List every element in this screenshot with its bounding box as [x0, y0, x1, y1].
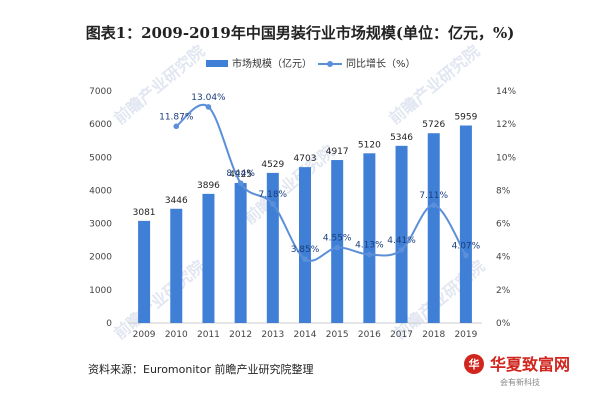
bar	[138, 220, 151, 323]
growth-value-label: 7.18%	[259, 190, 288, 200]
bar-value-label: 5346	[390, 133, 413, 143]
y-left-tick-label: 5000	[89, 153, 112, 163]
y-right-tick-label: 10%	[496, 153, 516, 163]
bar-value-label: 5726	[422, 120, 445, 130]
x-tick-label: 2009	[133, 330, 156, 340]
growth-point	[398, 247, 405, 253]
y-left-tick-label: 7000	[89, 87, 112, 97]
growth-value-label: 4.07%	[452, 242, 481, 252]
growth-value-label: 11.87%	[159, 112, 194, 122]
legend-line-label: 同比增长（%）	[346, 57, 416, 70]
y-right-tick-label: 2%	[496, 286, 511, 296]
bar	[331, 160, 344, 323]
bar	[170, 208, 183, 323]
legend-bar-swatch	[206, 60, 228, 67]
y-right-tick-label: 6%	[496, 220, 511, 230]
x-tick-label: 2014	[294, 330, 317, 340]
bar	[266, 172, 279, 323]
bar-value-label: 3896	[197, 181, 220, 191]
growth-point	[463, 252, 469, 259]
x-tick-label: 2015	[326, 330, 349, 340]
x-tick-label: 2019	[454, 330, 477, 340]
brand-mark-icon: 华	[469, 357, 480, 371]
y-left-tick-label: 4000	[89, 186, 112, 196]
x-tick-label: 2017	[390, 330, 413, 340]
growth-point	[366, 251, 373, 258]
legend: 市场规模（亿元） 同比增长（%）	[206, 57, 416, 70]
bar	[363, 153, 376, 323]
bar	[234, 182, 247, 323]
legend-bar-label: 市场规模（亿元）	[232, 57, 312, 70]
growth-value-label: 4.41%	[387, 236, 416, 246]
growth-point	[270, 201, 276, 207]
growth-point	[302, 256, 308, 263]
y-left-tick-label: 2000	[89, 253, 112, 263]
y-left-tick-label: 0	[106, 319, 112, 329]
growth-value-label: 13.04%	[191, 93, 226, 103]
bar	[427, 133, 440, 323]
y-left-tick-label: 1000	[89, 286, 112, 296]
chart-title: 图表1：2009-2019年中国男装行业市场规模(单位：亿元，%)	[86, 24, 515, 42]
growth-point	[334, 244, 340, 251]
y-right-tick-label: 8%	[496, 186, 511, 196]
bar-value-label: 4225	[229, 170, 252, 180]
brand-sub: 会有新科技	[500, 377, 540, 387]
growth-point	[430, 202, 437, 208]
bar-value-label: 3081	[133, 208, 156, 218]
y-left-tick-label: 3000	[89, 220, 112, 230]
growth-value-label: 3.85%	[291, 245, 320, 255]
legend-line-marker	[327, 61, 333, 67]
bar-value-label: 4917	[326, 147, 349, 157]
brand-logo: 华 华夏致富网 会有新科技	[464, 354, 570, 387]
bar	[395, 145, 408, 323]
bar-value-label: 4703	[294, 154, 317, 164]
x-tick-label: 2013	[261, 330, 284, 340]
y-right-tick-label: 4%	[496, 253, 511, 263]
bar-value-label: 3446	[165, 196, 188, 206]
plot-area: 0 1000 2000 3000 4000 5000 6000 7000 0% 2% 4% 6% 8% 1…	[89, 87, 516, 340]
growth-value-label: 7.11%	[419, 191, 448, 201]
growth-value-label: 8.44%	[226, 169, 255, 179]
brand-name: 华夏致富网	[490, 355, 570, 374]
growth-value-label: 4.55%	[323, 234, 352, 244]
x-tick-label: 2011	[197, 330, 220, 340]
bar	[202, 193, 215, 323]
bar-value-label: 5959	[454, 113, 477, 123]
growth-value-label: 4.13%	[355, 241, 384, 251]
y-right-tick-label: 12%	[496, 120, 516, 130]
growth-point	[237, 180, 244, 186]
x-tick-label: 2016	[358, 330, 381, 340]
bar-value-label: 5120	[358, 140, 381, 150]
y-left-tick-label: 6000	[89, 120, 112, 130]
x-tick-label: 2018	[422, 330, 445, 340]
x-tick-label: 2010	[165, 330, 188, 340]
brand-circle-icon	[464, 354, 484, 374]
growth-line	[175, 103, 467, 262]
watermark-4: 前瞻产业研究院	[110, 257, 208, 344]
growth-point	[205, 104, 212, 110]
bar	[459, 125, 472, 324]
y-right-tick-label: 0%	[496, 319, 511, 329]
growth-point	[173, 123, 180, 130]
y-right-tick-label: 14%	[496, 87, 516, 97]
bar-value-label: 4529	[261, 160, 284, 170]
watermark-3: 前瞻产业研究院	[240, 142, 338, 229]
x-tick-label: 2012	[229, 330, 252, 340]
source-note: 资料来源：Euromonitor 前瞻产业研究院整理	[88, 362, 313, 376]
bar	[299, 167, 311, 323]
